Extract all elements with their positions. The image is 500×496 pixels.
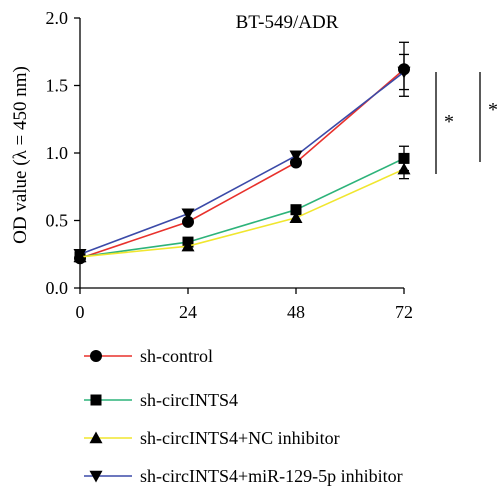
x-tick-label: 24 [179,302,197,322]
data-point [73,249,87,261]
series-line [79,71,405,255]
legend-item: sh-circINTS4 [84,390,238,410]
data-point [398,152,410,164]
data-point [290,204,302,216]
significance-star-1: * [444,111,454,133]
data-point [289,150,303,163]
y-tick-label: 0.5 [46,211,69,231]
y-ticks: 0.0 0.5 1.0 1.5 2.0 [46,8,80,298]
series-2 [74,145,410,263]
legend: sh-control sh-circINTS4 sh-circINTS4+NC in… [84,346,403,486]
data-point [289,211,303,223]
x-tick-label: 72 [395,302,413,322]
series-1 [74,41,410,265]
x-tick-label: 48 [287,302,305,322]
series-4 [73,53,411,261]
data-point [397,162,411,175]
data-point [181,239,195,252]
legend-item: sh-control [84,346,213,366]
series-layer [73,41,411,265]
legend-label: sh-control [140,346,213,366]
legend-marker [90,350,102,362]
series-line [79,157,405,258]
y-tick-label: 1.0 [46,143,69,163]
x-tick-label: 0 [76,302,85,322]
legend-item: sh-circINTS4+miR-129-5p inhibitor [84,466,403,486]
series-line [79,168,405,258]
significance-brackets: * * [435,72,498,174]
chart-title: BT-549/ADR [236,12,339,33]
y-tick-label: 0.0 [46,278,69,298]
y-tick-label: 1.5 [46,76,69,96]
data-point [181,208,195,221]
data-point [290,156,302,169]
y-tick-label: 2.0 [46,8,69,28]
series-line [79,68,405,260]
series-3 [73,159,411,263]
legend-marker [89,470,103,483]
y-axis-label: OD value (λ = 450 nm) [10,66,31,244]
legend-item: sh-circINTS4+NC inhibitor [84,428,340,448]
data-point [182,215,194,228]
legend-marker [90,394,102,406]
legend-label: sh-circINTS4 [140,390,238,410]
x-ticks: 0 24 48 72 [76,288,413,322]
legend-label: sh-circINTS4+NC inhibitor [140,428,340,448]
data-point [397,66,411,79]
legend-label: sh-circINTS4+miR-129-5p inhibitor [140,466,403,486]
legend-marker [89,431,103,444]
y-axis-label-group: OD value (λ = 450 nm) [10,66,31,244]
significance-star-2: * [488,99,498,121]
